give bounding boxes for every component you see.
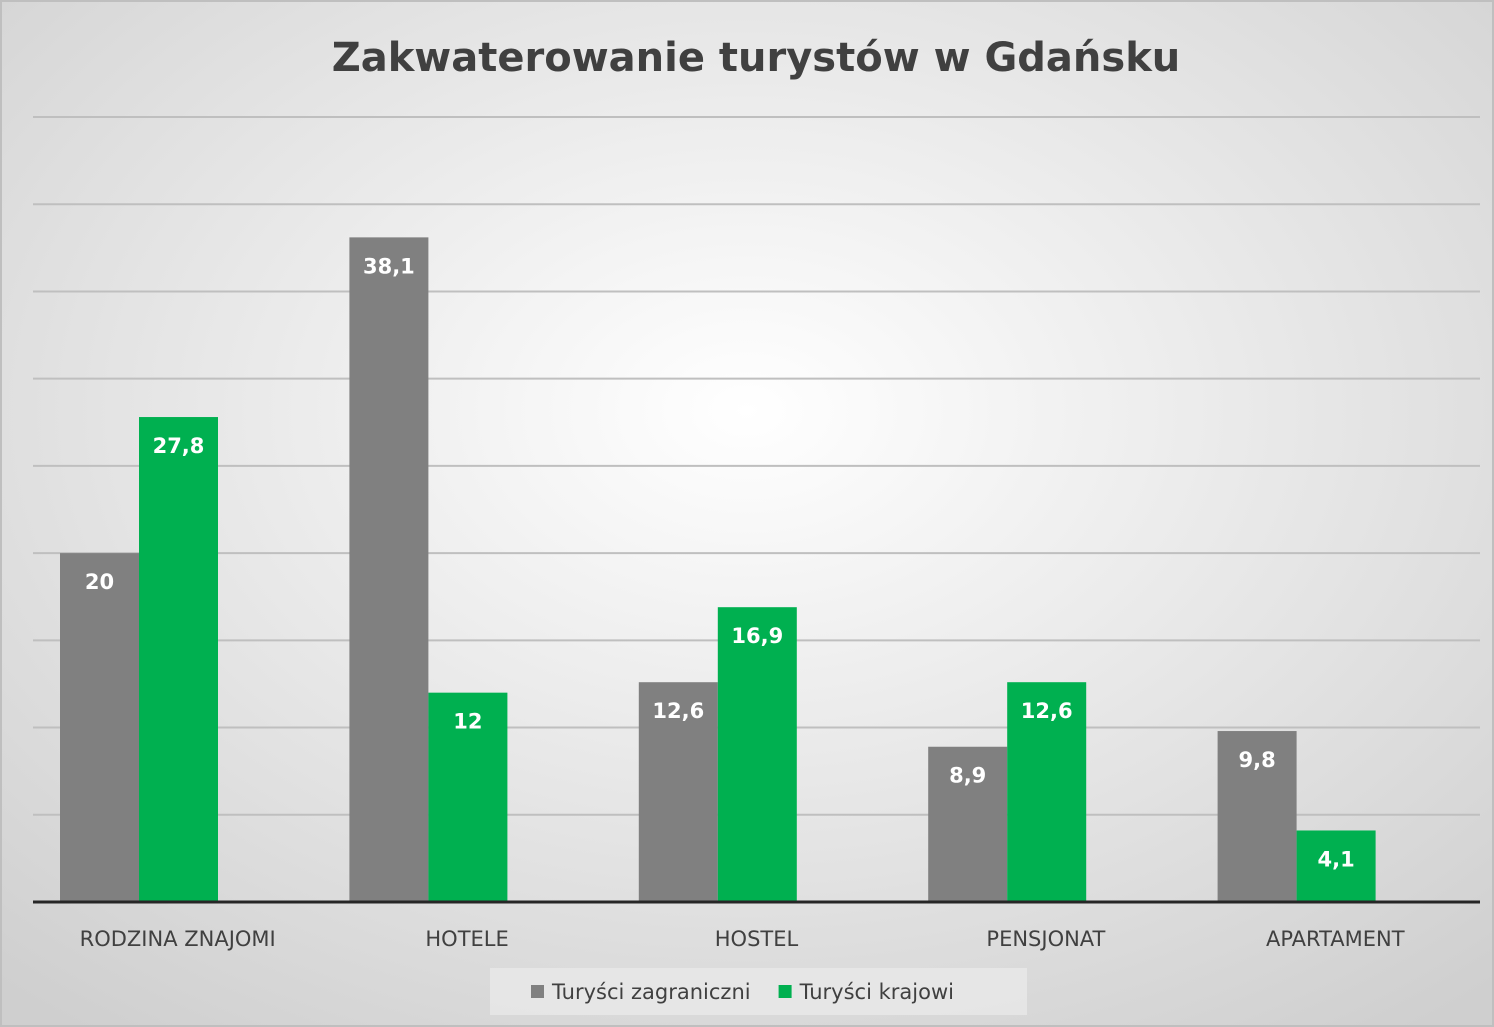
x-tick-label: PENSJONAT xyxy=(986,927,1105,951)
bar xyxy=(60,553,139,902)
bar xyxy=(428,692,508,902)
data-label: 12 xyxy=(453,710,482,734)
data-label: 8,9 xyxy=(949,764,986,788)
bar xyxy=(1007,682,1087,902)
data-label: 38,1 xyxy=(363,254,415,278)
data-label: 12,6 xyxy=(652,699,704,723)
legend-swatch xyxy=(778,985,792,998)
data-label: 4,1 xyxy=(1317,847,1354,871)
chart-title: Zakwaterowanie turystów w Gdańsku xyxy=(332,35,1181,81)
data-label: 27,8 xyxy=(153,434,205,458)
data-label: 9,8 xyxy=(1238,748,1275,772)
bar xyxy=(1217,731,1297,902)
x-tick-label: RODZINA ZNAJOMI xyxy=(80,927,276,951)
data-label: 16,9 xyxy=(731,624,783,648)
bar xyxy=(638,682,718,902)
bar xyxy=(928,746,1008,902)
bar xyxy=(349,237,429,902)
bar xyxy=(139,417,218,902)
legend-label: Turyści zagraniczni xyxy=(551,980,751,1004)
x-tick-label: HOSTEL xyxy=(715,927,799,951)
bar xyxy=(717,607,797,902)
data-label: 20 xyxy=(85,570,114,594)
x-tick-label: APARTAMENT xyxy=(1266,927,1405,951)
legend-box xyxy=(490,968,1027,1015)
data-label: 12,6 xyxy=(1021,699,1073,723)
x-tick-label: HOTELE xyxy=(425,927,508,951)
legend-swatch xyxy=(531,985,544,998)
legend-label: Turyści krajowi xyxy=(799,980,954,1004)
bar xyxy=(1296,830,1376,902)
